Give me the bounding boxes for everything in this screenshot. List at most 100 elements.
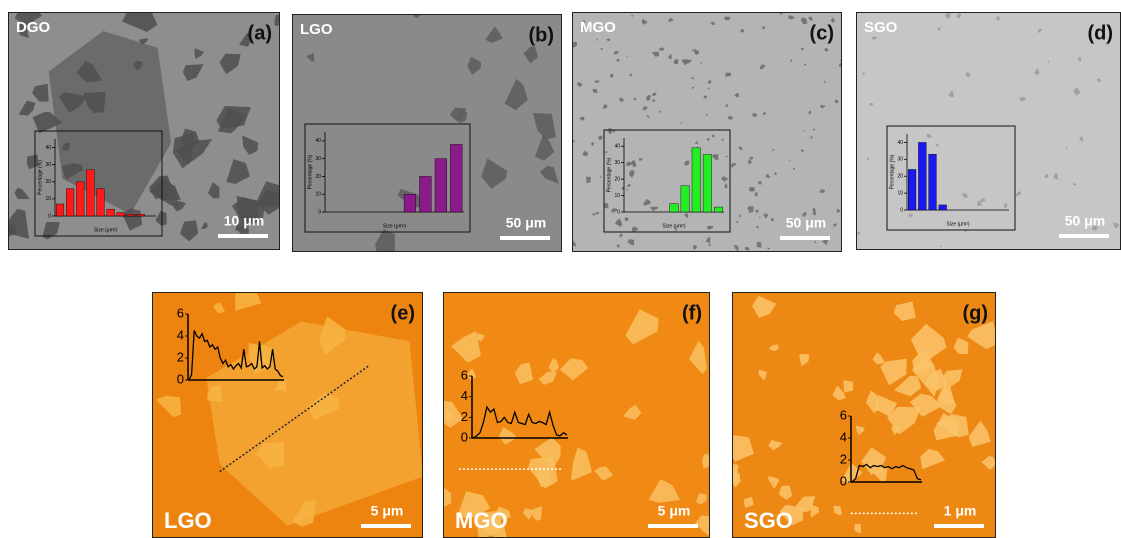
- bar: [918, 142, 926, 210]
- y-tick-label: 20: [45, 179, 51, 185]
- scale-bar: [780, 236, 830, 240]
- y-tick-label: 0: [318, 209, 321, 215]
- y-tick-label: 10: [315, 192, 321, 198]
- y-tick-label: 30: [614, 160, 620, 166]
- sample-name: MGO: [580, 19, 616, 36]
- panel-id: (b): [528, 24, 554, 46]
- scale-bar: [648, 524, 698, 528]
- sample-name: SGO: [864, 19, 898, 36]
- bar: [404, 194, 416, 212]
- scale-bar-label: 50 μm: [786, 215, 826, 231]
- y-tick-label: 30: [45, 162, 51, 168]
- y-tick-label: 6: [177, 305, 184, 320]
- y-tick-label: 0: [840, 473, 847, 488]
- y-tick-label: 40: [897, 140, 903, 146]
- y-tick-label: 0: [177, 371, 184, 386]
- bar: [56, 204, 64, 216]
- y-tick-label: 20: [897, 174, 903, 180]
- afm-image: (e) LGO 5 μm 0 2 4 6: [152, 292, 423, 538]
- sample-name: MGO: [455, 508, 508, 533]
- y-tick-label: 10: [614, 193, 620, 199]
- bar: [97, 189, 105, 216]
- scale-bar: [500, 236, 550, 240]
- y-tick-label: 0: [617, 209, 620, 215]
- sem-image: (d) SGO 50 μm 0 10 20 30 40 Percentage (%) Size (…: [856, 12, 1121, 250]
- scale-bar-label: 5 μm: [371, 503, 404, 519]
- bar: [420, 176, 432, 212]
- afm-image: (f) MGO 5 μm 0 2 4 6: [443, 292, 710, 538]
- bar: [908, 169, 916, 210]
- afm-image: (g) SGO 1 μm 0 2 4 6: [732, 292, 996, 538]
- sample-name: SGO: [744, 508, 793, 533]
- bar: [929, 154, 937, 210]
- y-tick-label: 40: [315, 138, 321, 144]
- scale-bar-label: 1 μm: [944, 503, 977, 519]
- flake: [757, 242, 762, 248]
- y-axis-label: Percentage (%): [606, 157, 612, 192]
- flake: [1004, 204, 1007, 208]
- x-axis-label: Size (μm²): [946, 221, 969, 227]
- y-tick-label: 2: [840, 451, 847, 466]
- bar: [137, 214, 145, 216]
- sample-name: LGO: [164, 508, 212, 533]
- y-tick-label: 2: [461, 409, 468, 424]
- scale-bar-label: 10 μm: [224, 213, 264, 229]
- y-tick-label: 30: [315, 156, 321, 162]
- bar: [450, 144, 462, 212]
- figure: (a)DGO10 μm010203040Percentage (%)Size (…: [0, 0, 1121, 538]
- bar: [435, 159, 447, 212]
- scale-bar-label: 5 μm: [658, 503, 691, 519]
- x-axis-label: Size (μm²): [383, 223, 406, 229]
- y-tick-label: 30: [897, 157, 903, 163]
- sem-image: (b) LGO 50 μm 0 10 20 30 40 Percentage (%) Size (…: [292, 14, 562, 252]
- bar: [692, 148, 700, 212]
- panel-id: (a): [248, 22, 272, 44]
- y-axis-label: Percentage (%): [307, 154, 313, 189]
- bar: [714, 207, 722, 212]
- scale-bar: [218, 234, 268, 238]
- y-tick-label: 0: [48, 213, 51, 219]
- panel-id: (c): [810, 22, 834, 44]
- y-axis-label: Percentage (%): [889, 154, 895, 189]
- y-tick-label: 10: [897, 190, 903, 196]
- y-tick-label: 2: [177, 349, 184, 364]
- y-tick-label: 4: [177, 327, 184, 342]
- y-tick-label: 10: [45, 196, 51, 202]
- y-tick-label: 6: [461, 367, 468, 382]
- sem-image: (a) DGO 10 μm 0 10 20 30 40 Percentage (%) Size (…: [8, 12, 280, 250]
- sample-name: LGO: [300, 21, 333, 38]
- bar: [939, 205, 947, 210]
- scale-bar: [1059, 234, 1109, 238]
- bar: [87, 170, 95, 216]
- panel-id: (e): [391, 302, 415, 324]
- bar: [670, 204, 678, 212]
- bar: [117, 213, 125, 216]
- bar: [76, 182, 84, 216]
- y-tick-label: 0: [461, 429, 468, 444]
- y-tick-label: 4: [840, 429, 847, 444]
- y-tick-label: 0: [900, 207, 903, 213]
- panel-id: (d): [1087, 22, 1113, 44]
- x-axis-label: Size (μm²): [662, 223, 685, 229]
- scale-bar: [361, 524, 411, 528]
- y-tick-label: 40: [45, 145, 51, 151]
- y-tick-label: 4: [461, 388, 468, 403]
- bar: [107, 209, 115, 216]
- bar: [127, 214, 135, 216]
- y-tick-label: 20: [614, 176, 620, 182]
- bar: [66, 189, 74, 216]
- scale-bar-label: 50 μm: [1065, 213, 1105, 229]
- panel-id: (g): [962, 302, 988, 324]
- bar: [681, 186, 689, 212]
- y-tick-label: 6: [840, 407, 847, 422]
- sample-name: DGO: [16, 19, 51, 36]
- scale-bar: [934, 524, 984, 528]
- sem-image: (c) MGO 50 μm 0 10 20 30 40 Percentage (%) Size (…: [572, 12, 842, 252]
- bar: [703, 154, 711, 212]
- scale-bar-label: 50 μm: [506, 215, 546, 231]
- x-axis-label: Size (μm²): [94, 227, 117, 233]
- panel-id: (f): [682, 302, 702, 324]
- y-axis-label: Percentage (%): [37, 160, 43, 195]
- y-tick-label: 20: [315, 174, 321, 180]
- y-tick-label: 40: [614, 144, 620, 150]
